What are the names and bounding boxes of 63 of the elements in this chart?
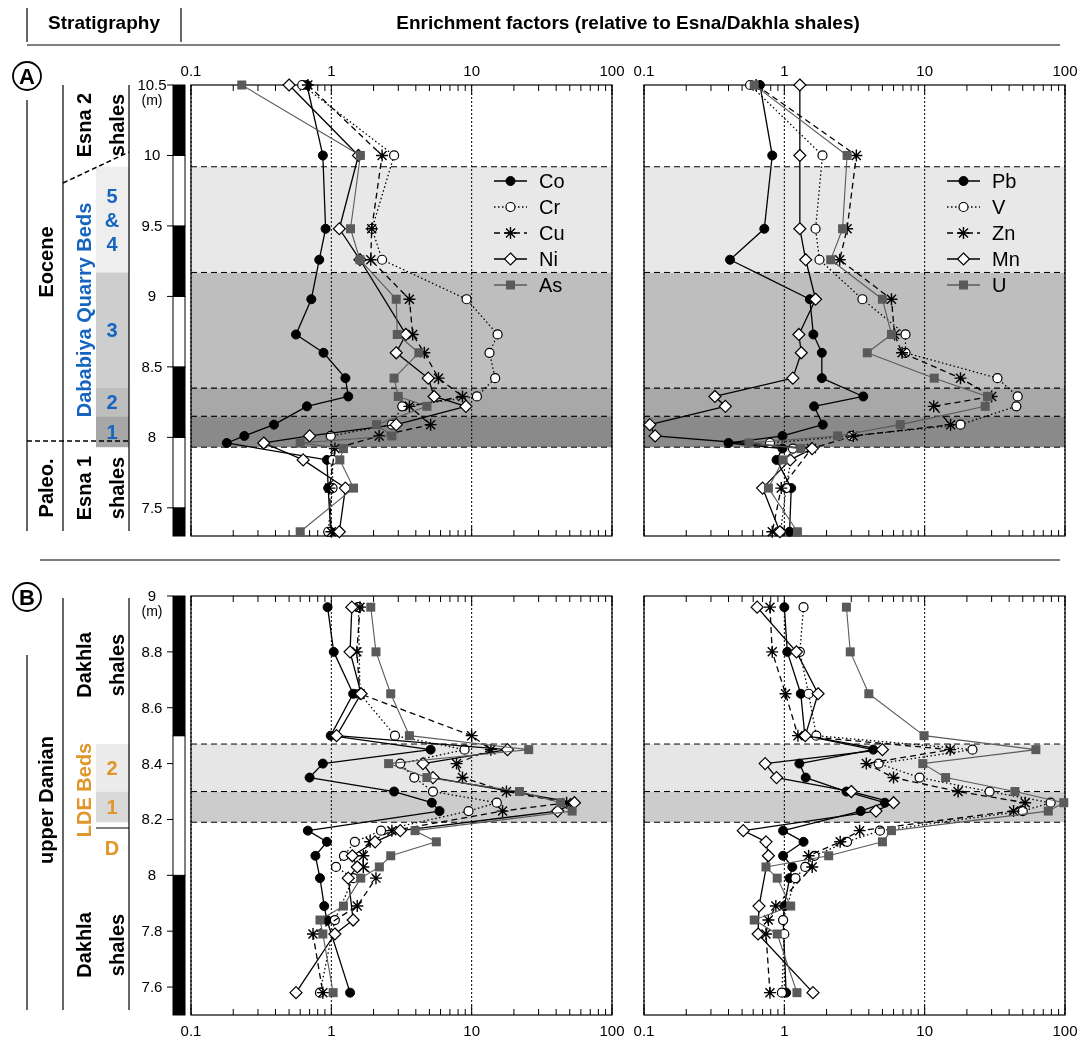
- x-tick-label: 10: [463, 62, 481, 79]
- y-tick-label: 9: [147, 587, 157, 604]
- legend-label: Cr: [539, 196, 561, 218]
- legend-label: Ni: [539, 248, 558, 270]
- y-tick-label: 10.5: [137, 76, 167, 93]
- x-tick-label: 100: [1052, 62, 1077, 79]
- x-tick-label: 0.1: [180, 62, 202, 79]
- x-tick-label: 0.1: [633, 62, 655, 79]
- y-axis-title: (m): [141, 92, 163, 108]
- y-tick-label: 8: [147, 866, 157, 884]
- y-tick-label: 9.5: [141, 216, 163, 234]
- text: Esna 1 shales: [73, 455, 128, 521]
- y-tick-label: 8.5: [141, 357, 163, 375]
- y-tick-label: 8.2: [141, 810, 163, 828]
- text: Dakhla shales: [73, 631, 128, 698]
- y-tick-label: 8: [147, 428, 157, 446]
- text: 5 & 4: [104, 185, 120, 255]
- x-tick-label: 1: [327, 62, 336, 79]
- y-tick-label: 9: [147, 287, 157, 305]
- text: LDE Beds: [73, 742, 95, 838]
- x-tick-label: 10: [463, 1022, 481, 1039]
- text: 1: [106, 796, 118, 818]
- x-tick-label: 1: [780, 1022, 789, 1039]
- text: D: [104, 837, 120, 859]
- y-tick-label: 7.6: [141, 978, 163, 996]
- x-tick-label: 100: [599, 62, 625, 79]
- text: upper Danian: [35, 736, 57, 864]
- text: Paleo.: [35, 458, 57, 518]
- y-axis-title: (m): [141, 603, 163, 619]
- y-tick-label: 8.4: [141, 754, 163, 772]
- chart-title: Enrichment factors (relative to Esna/Dakhla shales): [396, 12, 860, 33]
- legend-label: Pb: [992, 170, 1017, 192]
- x-tick-label: 100: [1052, 1022, 1077, 1039]
- y-tick-label: 8.6: [141, 698, 163, 716]
- text: Stratigraphy: [48, 12, 161, 33]
- text: Dababiya Quarry Beds: [73, 202, 95, 418]
- x-tick-label: 10: [916, 62, 934, 79]
- text: 3: [106, 319, 118, 341]
- x-tick-label: 10: [916, 1022, 934, 1039]
- x-tick-label: 1: [780, 62, 789, 79]
- legend-label: V: [992, 196, 1006, 218]
- legend-label: As: [539, 274, 563, 296]
- text: 1: [106, 421, 118, 443]
- x-tick-label: 1: [327, 1022, 336, 1039]
- y-tick-label: 7.8: [141, 922, 163, 940]
- x-tick-label: 0.1: [180, 1022, 202, 1039]
- legend-label: Co: [539, 170, 565, 192]
- y-tick-label: 8.8: [141, 642, 163, 660]
- text: 2: [106, 757, 118, 779]
- legend-label: U: [992, 274, 1007, 296]
- legend-label: Mn: [992, 248, 1020, 270]
- legend-label: Cu: [539, 222, 565, 244]
- x-tick-label: 100: [599, 1022, 625, 1039]
- y-tick-label: 10: [143, 146, 161, 164]
- text: Eocene: [35, 226, 57, 298]
- text: A: [19, 64, 36, 89]
- x-tick-label: 0.1: [633, 1022, 655, 1039]
- text: B: [19, 585, 35, 610]
- text: Dakhla shales: [73, 911, 128, 978]
- legend-label: Zn: [992, 222, 1016, 244]
- y-tick-label: 7.5: [141, 498, 163, 516]
- text: 2: [106, 391, 118, 413]
- text: Esna 2 shales: [73, 92, 128, 158]
